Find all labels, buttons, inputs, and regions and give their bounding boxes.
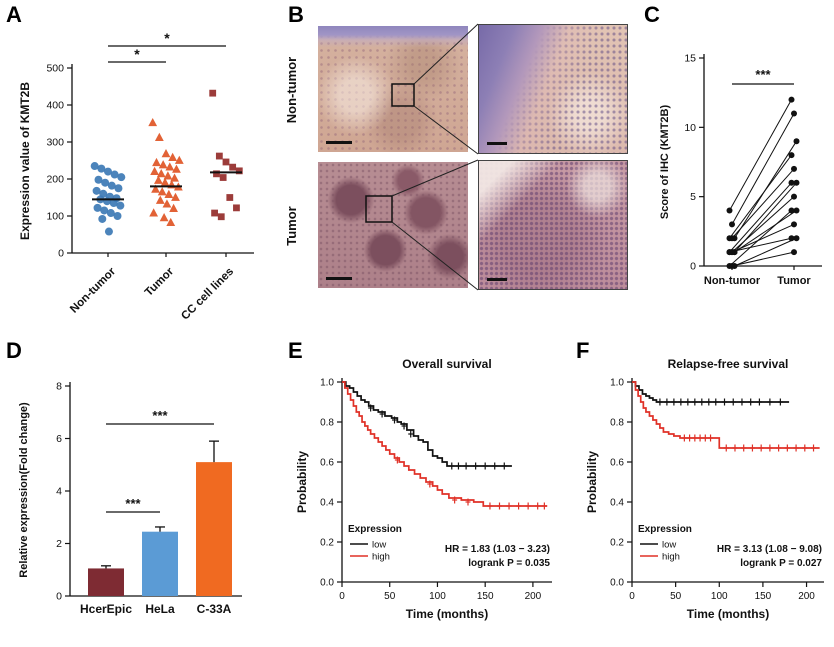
km-legend-entry: high — [662, 552, 680, 563]
svg-text:1.0: 1.0 — [610, 378, 624, 389]
svg-text:0.2: 0.2 — [320, 538, 334, 549]
svg-text:1.0: 1.0 — [320, 378, 334, 389]
panel-d-y-axis-label: Relative expression(Fold change) — [18, 402, 30, 578]
svg-text:300: 300 — [46, 137, 64, 149]
scale-bar — [326, 277, 352, 280]
svg-text:150: 150 — [477, 591, 494, 602]
svg-text:0.6: 0.6 — [610, 458, 624, 469]
svg-text:0.8: 0.8 — [320, 418, 334, 429]
panel-d-bar-chart: 0 2 4 6 8 Relative expression(Fold change) Hce… — [18, 381, 242, 616]
panel-a-label: A — [6, 2, 22, 27]
panel-a-category-label: CC cell lines — [179, 266, 236, 323]
ihc-image-tumor-inset — [478, 160, 628, 290]
significance-star: *** — [152, 408, 168, 423]
svg-text:200: 200 — [798, 591, 815, 602]
ihc-image-nontumor-inset — [478, 24, 628, 154]
svg-text:100: 100 — [429, 591, 446, 602]
svg-text:0.2: 0.2 — [610, 538, 624, 549]
km-legend-entry: low — [662, 540, 676, 551]
km-x-axis-label: Time (months) — [406, 607, 488, 621]
panel-b-label: B — [288, 2, 304, 27]
svg-text:0.4: 0.4 — [610, 498, 624, 509]
panel-d-category-label: C-33A — [197, 602, 232, 616]
km-legend-title: Expression — [348, 524, 402, 535]
svg-text:0: 0 — [56, 591, 62, 603]
panel-d-category-label: HeLa — [145, 602, 175, 616]
panel-b-row-label-tumor: Tumor — [284, 206, 299, 246]
significance-star: * — [164, 30, 170, 46]
svg-text:2: 2 — [56, 538, 62, 550]
panel-a-y-axis-label: Expression value of KMT2B — [18, 82, 32, 240]
svg-text:0.4: 0.4 — [320, 498, 334, 509]
km-title: Relapse-free survival — [668, 357, 789, 371]
panel-c-paired-plot: 0 5 10 15 Score of IHC (KMT2B) *** Non-tumor Tu… — [659, 53, 822, 287]
significance-star: *** — [125, 496, 141, 511]
km-annotation: logrank P = 0.027 — [740, 558, 822, 569]
panel-a-category-label: Tumor — [143, 265, 177, 299]
scale-bar — [487, 142, 507, 145]
panel-b-row-label-nontumor: Non-tumor — [284, 56, 299, 124]
km-annotation: HR = 3.13 (1.08 − 9.08) — [717, 544, 822, 555]
svg-text:100: 100 — [711, 591, 728, 602]
panel-c-category-label: Tumor — [777, 275, 811, 287]
km-legend-entry: high — [372, 552, 390, 563]
km-title: Overall survival — [402, 357, 491, 371]
panel-e-label: E — [288, 338, 303, 363]
significance-star: *** — [755, 67, 771, 82]
panel-c-label: C — [644, 2, 660, 27]
km-legend-title: Expression — [638, 524, 692, 535]
svg-text:0.6: 0.6 — [320, 458, 334, 469]
svg-text:50: 50 — [384, 591, 396, 602]
panel-c-category-label: Non-tumor — [704, 275, 761, 287]
km-legend-entry: low — [372, 540, 386, 551]
svg-text:0: 0 — [690, 261, 696, 273]
km-y-axis-label: Probability — [295, 451, 309, 513]
panel-d-category-label: HcerEpic — [80, 602, 132, 616]
panel-d-label: D — [6, 338, 22, 363]
km-y-axis-label: Probability — [585, 451, 599, 513]
svg-text:0.0: 0.0 — [320, 578, 334, 589]
svg-text:4: 4 — [56, 486, 62, 498]
scale-bar — [326, 141, 352, 144]
svg-text:50: 50 — [670, 591, 682, 602]
svg-text:200: 200 — [525, 591, 542, 602]
svg-text:6: 6 — [56, 433, 62, 445]
panel-e-km-plot: Overall survival 0 50 100 150 200 0.0 0.2 0.4 0.6… — [295, 357, 552, 621]
svg-text:0: 0 — [58, 248, 64, 260]
panel-f-km-plot: Relapse-free survival 0 50 100 150 200 0.0 0.2 0… — [585, 357, 824, 621]
km-annotation: HR = 1.83 (1.03 − 3.23) — [445, 544, 550, 555]
svg-text:0: 0 — [629, 591, 635, 602]
panel-a-dotplot: 0 100 200 300 400 500 Expression value of KMT2… — [18, 30, 254, 323]
svg-text:0.8: 0.8 — [610, 418, 624, 429]
svg-text:8: 8 — [56, 381, 62, 393]
svg-text:500: 500 — [46, 63, 64, 75]
svg-text:200: 200 — [46, 174, 64, 186]
svg-text:400: 400 — [46, 100, 64, 112]
svg-text:100: 100 — [46, 211, 64, 223]
km-annotation: logrank P = 0.035 — [468, 558, 550, 569]
scale-bar — [487, 278, 507, 281]
km-x-axis-label: Time (months) — [687, 607, 769, 621]
svg-text:10: 10 — [684, 122, 696, 134]
ihc-image-tumor-main — [318, 162, 468, 288]
ihc-image-nontumor-main — [318, 26, 468, 152]
svg-text:0.0: 0.0 — [610, 578, 624, 589]
panel-f-label: F — [576, 338, 590, 363]
svg-text:150: 150 — [755, 591, 772, 602]
panel-a-category-label: Non-tumor — [68, 265, 118, 315]
significance-star: * — [134, 46, 140, 62]
svg-text:15: 15 — [684, 53, 696, 65]
svg-text:5: 5 — [690, 191, 696, 203]
panel-c-y-axis-label: Score of IHC (KMT2B) — [659, 105, 671, 220]
svg-text:0: 0 — [339, 591, 345, 602]
